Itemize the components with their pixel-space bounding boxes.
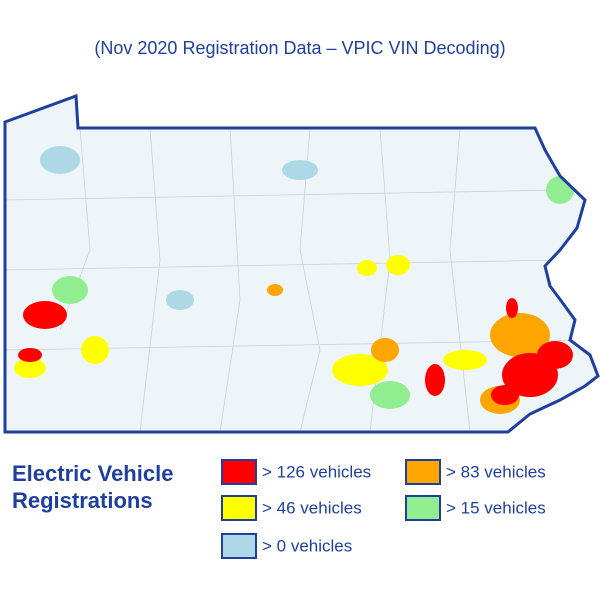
region — [267, 284, 283, 296]
region — [371, 338, 399, 362]
subtitle: (Nov 2020 Registration Data – VPIC VIN D… — [94, 38, 505, 58]
region — [425, 364, 445, 396]
legend: Electric Vehicle Registrations > 126 veh… — [12, 459, 546, 559]
region — [386, 255, 410, 275]
legend-swatch — [221, 533, 257, 559]
region — [166, 290, 194, 310]
region — [14, 358, 46, 378]
region — [546, 176, 574, 204]
region — [81, 336, 109, 364]
legend-swatch — [405, 459, 441, 485]
legend-title: Registrations — [12, 488, 153, 513]
legend-label: > 126 vehicles — [262, 462, 371, 481]
region — [490, 313, 550, 357]
region — [491, 385, 519, 405]
legend-label: > 15 vehicles — [446, 498, 546, 517]
region — [282, 160, 318, 180]
region — [18, 348, 42, 362]
region — [370, 381, 410, 409]
state-map — [3, 94, 600, 434]
legend-label: > 0 vehicles — [262, 536, 352, 555]
region — [357, 260, 377, 276]
region — [52, 276, 88, 304]
legend-swatch — [405, 495, 441, 521]
legend-label: > 83 vehicles — [446, 462, 546, 481]
region — [332, 354, 388, 386]
legend-title: Electric Vehicle — [12, 461, 173, 486]
region-blobs — [14, 146, 574, 414]
region — [506, 298, 518, 318]
legend-label: > 46 vehicles — [262, 498, 362, 517]
legend-swatch — [221, 495, 257, 521]
region — [23, 301, 67, 329]
region — [537, 341, 573, 369]
legend-swatch — [221, 459, 257, 485]
region — [40, 146, 80, 174]
region — [443, 350, 487, 370]
